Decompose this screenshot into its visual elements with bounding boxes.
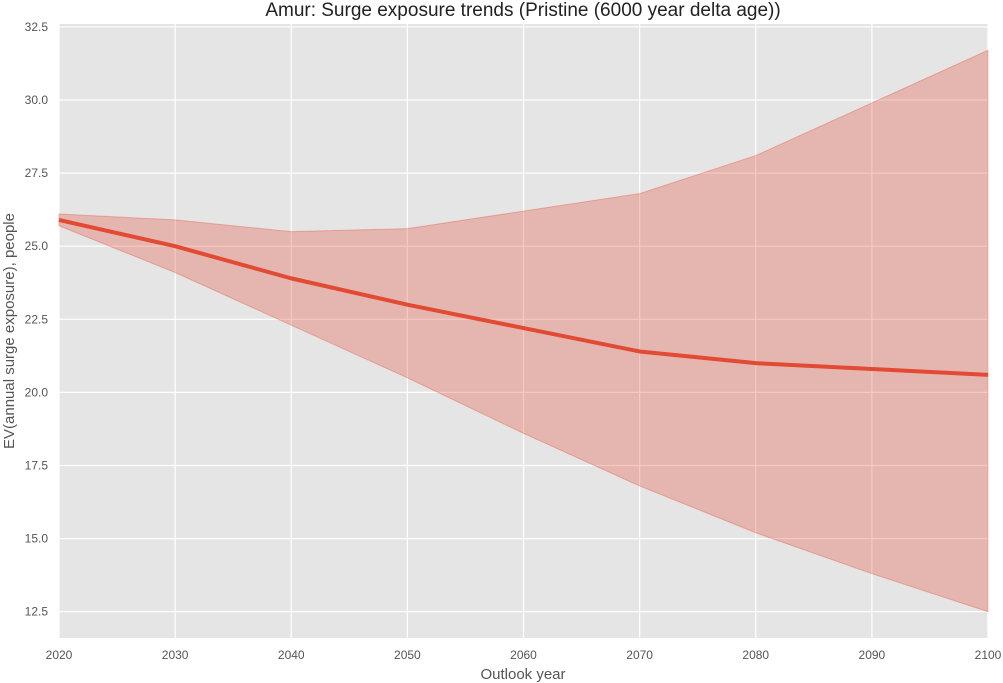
series-line: [58, 217, 989, 377]
x-axis-label: Outlook year: [480, 666, 565, 683]
confidence-band: [58, 49, 989, 613]
y-tick-label: 30.0: [25, 93, 49, 107]
x-tick-label: 2080: [742, 648, 769, 662]
x-tick-label: 2020: [46, 648, 73, 662]
y-axis-label: EV(annual surge exposure), people: [1, 213, 18, 449]
grid: [58, 24, 989, 638]
y-tick-label: 20.0: [25, 385, 49, 399]
series-lines: [58, 217, 989, 377]
x-tick-label: 2030: [162, 648, 189, 662]
y-tick-label: 12.5: [25, 605, 49, 619]
y-tick-label: 22.5: [25, 312, 49, 326]
x-tick-label: 2100: [975, 648, 1002, 662]
y-tick-label: 25.0: [25, 239, 49, 253]
x-tick-label: 2070: [626, 648, 653, 662]
chart-title: Amur: Surge exposure trends (Pristine (6…: [265, 0, 780, 21]
y-tick-label: 15.0: [25, 532, 49, 546]
x-tick-label: 2040: [278, 648, 305, 662]
confidence-bands: [58, 49, 989, 613]
x-tick-label: 2060: [510, 648, 537, 662]
y-tick-label: 27.5: [25, 166, 49, 180]
x-tick-label: 2050: [394, 648, 421, 662]
y-tick-labels: 12.5 15.0 17.5 20.0 22.5 25.0 27.5 30.0 32.5: [25, 20, 49, 619]
y-tick-label: 32.5: [25, 20, 49, 34]
x-tick-label: 2090: [859, 648, 886, 662]
y-tick-label: 17.5: [25, 458, 49, 472]
x-tick-labels: 2020 2030 2040 2050 2060 2070 2080 2090 2100: [46, 648, 1002, 662]
